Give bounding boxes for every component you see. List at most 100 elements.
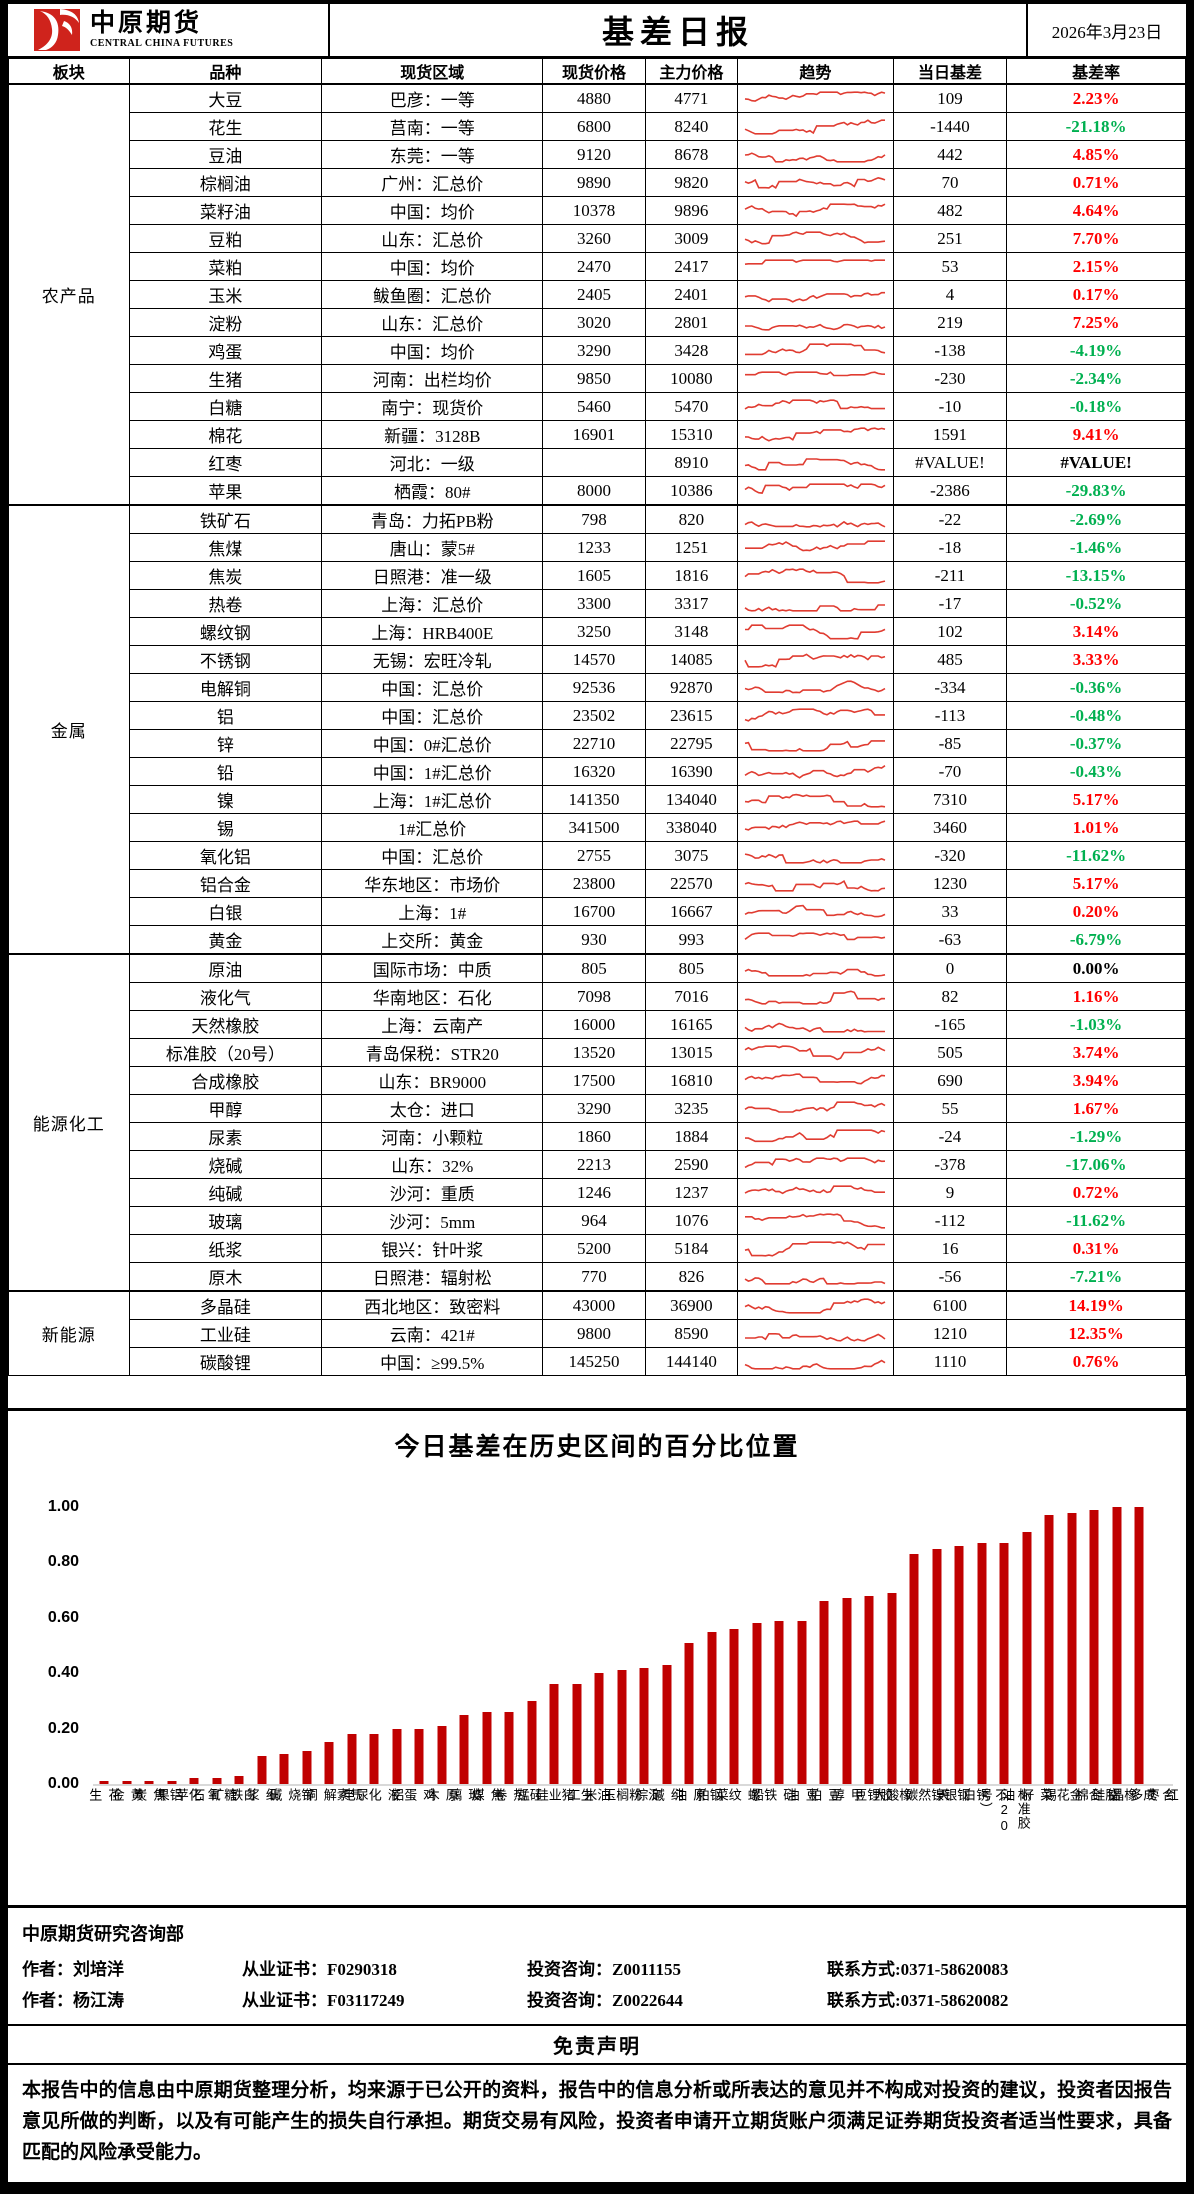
table-row: 菜粕 中国：均价 2470 2417 53 2.15% xyxy=(9,252,1186,281)
basis-cell: 1591 xyxy=(892,420,1008,449)
x-axis-label: 铁矿石 xyxy=(190,1788,244,1802)
bar xyxy=(234,1775,244,1784)
region-cell: 广州：汇总价 xyxy=(321,168,544,197)
table-row: 花生 莒南：一等 6800 8240 -1440 -21.18% xyxy=(9,112,1186,141)
table-row: 苹果 栖霞：80# 8000 10386 -2386 -29.83% xyxy=(9,476,1186,506)
table-row: 尿素 河南：小颗粒 1860 1884 -24 -1.29% xyxy=(9,1122,1186,1151)
x-axis-label: 苹果 xyxy=(154,1788,189,1802)
x-axis-label: 标准胶（20号） xyxy=(977,1788,1031,1834)
main-price-cell: 23615 xyxy=(644,701,739,730)
trend-sparkline xyxy=(737,1094,894,1123)
x-axis-label: 纯碱 xyxy=(649,1788,684,1802)
x-axis-label: 菜粕 xyxy=(694,1788,729,1802)
bar xyxy=(707,1631,717,1784)
bar xyxy=(1112,1507,1122,1784)
bar xyxy=(887,1592,897,1784)
bar xyxy=(527,1700,537,1784)
spot-price-cell: 5200 xyxy=(542,1234,646,1263)
main-price-cell: 826 xyxy=(644,1262,739,1292)
basis-cell: -2386 xyxy=(892,476,1008,506)
main-price-cell: 5184 xyxy=(644,1234,739,1263)
variety-cell: 合成橡胶 xyxy=(128,1066,323,1095)
bar-slot: 豆粕 xyxy=(807,1507,841,1802)
trend-sparkline xyxy=(737,1038,894,1067)
spot-price-cell: 16901 xyxy=(542,420,646,449)
table-row: 原木 日照港：辐射松 770 826 -56 -7.21% xyxy=(9,1262,1186,1292)
main-price-cell: 2590 xyxy=(644,1150,739,1179)
variety-cell: 花生 xyxy=(128,112,323,141)
author-contact: 联系方式:0371-58620083 xyxy=(827,1960,1009,1979)
bar xyxy=(954,1545,964,1784)
variety-cell: 苹果 xyxy=(128,476,323,506)
bar xyxy=(1134,1507,1144,1784)
bar xyxy=(774,1620,784,1784)
basis-rate-cell: -21.18% xyxy=(1006,112,1186,141)
bar-slot: 玉米 xyxy=(582,1507,616,1802)
basis-cell: -24 xyxy=(892,1122,1008,1151)
main-price-cell: 338040 xyxy=(644,813,739,842)
region-cell: 中国：均价 xyxy=(321,252,544,281)
spot-price-cell: 16700 xyxy=(542,897,646,926)
region-cell: 中国：汇总价 xyxy=(321,701,544,730)
main-price-cell: 22795 xyxy=(644,729,739,758)
variety-cell: 螺纹钢 xyxy=(128,617,323,646)
x-axis-label: 红枣 xyxy=(1144,1788,1179,1802)
variety-cell: 电解铜 xyxy=(128,673,323,702)
trend-sparkline xyxy=(737,476,894,506)
x-axis-label: 不锈钢 xyxy=(955,1788,1009,1802)
page-title: 基差日报 xyxy=(601,14,754,50)
region-cell: 山东：BR9000 xyxy=(321,1066,544,1095)
x-axis-label: 菜籽油 xyxy=(1000,1788,1054,1802)
spot-price-cell: 2405 xyxy=(542,280,646,309)
bar xyxy=(167,1781,177,1784)
y-axis-tick: 0.40 xyxy=(47,1664,79,1682)
bar-slot: 淀粉 xyxy=(627,1507,661,1802)
bar xyxy=(392,1728,402,1784)
table-row: 焦煤 唐山：蒙5# 1233 1251 -18 -1.46% xyxy=(9,533,1186,562)
x-axis-label: 硅锰 xyxy=(514,1788,549,1802)
region-cell: 东莞：一等 xyxy=(321,140,544,169)
trend-sparkline xyxy=(737,1319,894,1348)
bar-slot: 不锈钢 xyxy=(955,1507,1008,1802)
bar xyxy=(347,1734,357,1784)
basis-rate-cell: -0.18% xyxy=(1006,392,1186,421)
y-axis-tick: 0.80 xyxy=(47,1553,79,1571)
table-row: 螺纹钢 上海：HRB400E 3250 3148 102 3.14% xyxy=(9,617,1186,646)
main-price-cell: 36900 xyxy=(644,1290,739,1320)
variety-cell: 淀粉 xyxy=(128,308,323,337)
trend-sparkline xyxy=(737,897,894,926)
bar-slot: 纸浆 xyxy=(245,1507,279,1802)
bar-slot: 焦炭 xyxy=(132,1507,166,1802)
table-row: 淀粉 山东：汇总价 3020 2801 219 7.25% xyxy=(9,308,1186,337)
bar-slot: 碳酸锂 xyxy=(865,1507,918,1802)
trend-sparkline xyxy=(737,1234,894,1263)
main-price-cell: 820 xyxy=(644,504,739,534)
spot-price-cell: 92536 xyxy=(542,673,646,702)
column-header-7: 基差率 xyxy=(1006,58,1186,85)
x-axis-label: 生猪 xyxy=(559,1788,594,1802)
bar xyxy=(819,1601,829,1784)
region-cell: 上海：HRB400E xyxy=(321,617,544,646)
trend-sparkline xyxy=(737,1262,894,1292)
spot-price-cell: 43000 xyxy=(542,1290,646,1320)
basis-rate-cell: -2.69% xyxy=(1006,504,1186,534)
variety-cell: 纯碱 xyxy=(128,1178,323,1207)
variety-cell: 棕榈油 xyxy=(128,168,323,197)
author-advisory: 投资咨询：Z0022644 xyxy=(527,1991,683,2010)
variety-cell: 豆粕 xyxy=(128,224,323,253)
trend-sparkline xyxy=(737,533,894,562)
table-row: 锌中国：0#汇总价 22710 22795 -85 -0.37% xyxy=(9,729,1186,758)
basis-rate-cell: 2.15% xyxy=(1006,252,1186,281)
basis-rate-cell: 0.71% xyxy=(1006,168,1186,197)
variety-cell: 生猪 xyxy=(128,364,323,393)
bar xyxy=(864,1595,874,1784)
trend-sparkline xyxy=(737,841,894,870)
table-row: 白银 上海：1# 16700 16667 33 0.20% xyxy=(9,897,1186,926)
table-row: 碳酸锂 中国：≥99.5% 145250 144140 1110 0.76% xyxy=(9,1347,1186,1376)
sector-label: 金属 xyxy=(8,504,130,955)
y-axis-tick: 0.20 xyxy=(47,1719,79,1737)
variety-cell: 玻璃 xyxy=(128,1206,323,1235)
main-price-cell: 1884 xyxy=(644,1122,739,1151)
variety-cell: 液化气 xyxy=(128,982,323,1011)
variety-cell: 铝 xyxy=(128,701,323,730)
